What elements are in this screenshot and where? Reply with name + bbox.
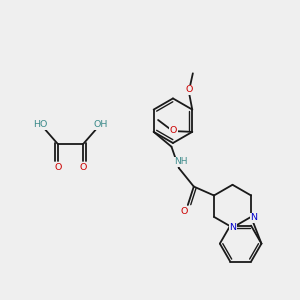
Text: N: N xyxy=(230,223,236,232)
Text: O: O xyxy=(80,163,87,172)
Text: O: O xyxy=(181,207,188,216)
Text: N: N xyxy=(250,213,257,222)
Text: O: O xyxy=(54,163,61,172)
Text: NH: NH xyxy=(174,158,188,166)
Text: OH: OH xyxy=(94,120,108,129)
Text: O: O xyxy=(170,126,177,135)
Text: HO: HO xyxy=(33,120,47,129)
Text: O: O xyxy=(186,85,193,94)
